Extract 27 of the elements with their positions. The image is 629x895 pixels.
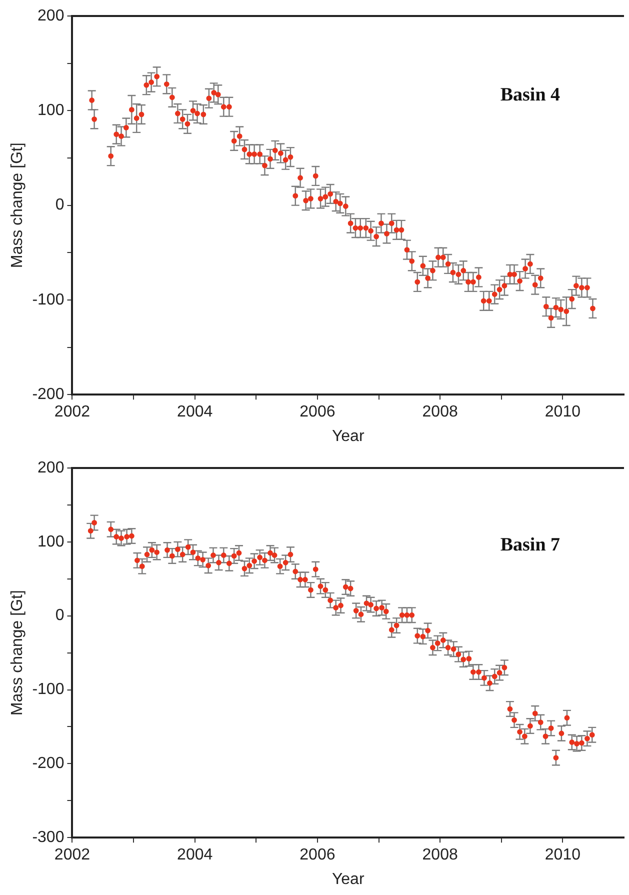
x-tick-label: 2010 [544,846,581,864]
x-tick-label: 2002 [54,404,90,421]
x-tick-label: 2004 [177,846,213,864]
y-tick-label: -200 [32,386,64,404]
x-tick-label: 2008 [422,404,458,421]
x-axis-title: Year [332,870,365,888]
x-tick-label: 2006 [300,846,336,864]
y-tick-label: 100 [38,533,64,550]
x-tick-label: 2004 [177,404,213,421]
annotation: Basin 7 [500,534,561,556]
y-axis-title: Mass change [Gt] [9,590,26,716]
y-tick-label: 200 [38,459,64,476]
y-tick-label: 0 [55,196,64,214]
y-tick-label: 200 [38,7,64,24]
y-tick-label: 0 [55,607,64,624]
y-tick-label: 100 [38,102,64,120]
y-tick-label: -200 [32,755,64,772]
y-tick-label: -100 [32,681,64,698]
x-tick-label: 2002 [54,846,90,864]
x-tick-label: 2008 [422,846,458,864]
annotation: Basin 4 [500,84,561,106]
x-tick-label: 2006 [300,404,336,421]
x-axis-title: Year [332,428,365,445]
y-axis-title: Mass change [Gt] [9,142,26,268]
x-tick-label: 2010 [544,404,581,421]
y-tick-label: -300 [32,829,64,846]
y-tick-label: -100 [32,291,64,308]
